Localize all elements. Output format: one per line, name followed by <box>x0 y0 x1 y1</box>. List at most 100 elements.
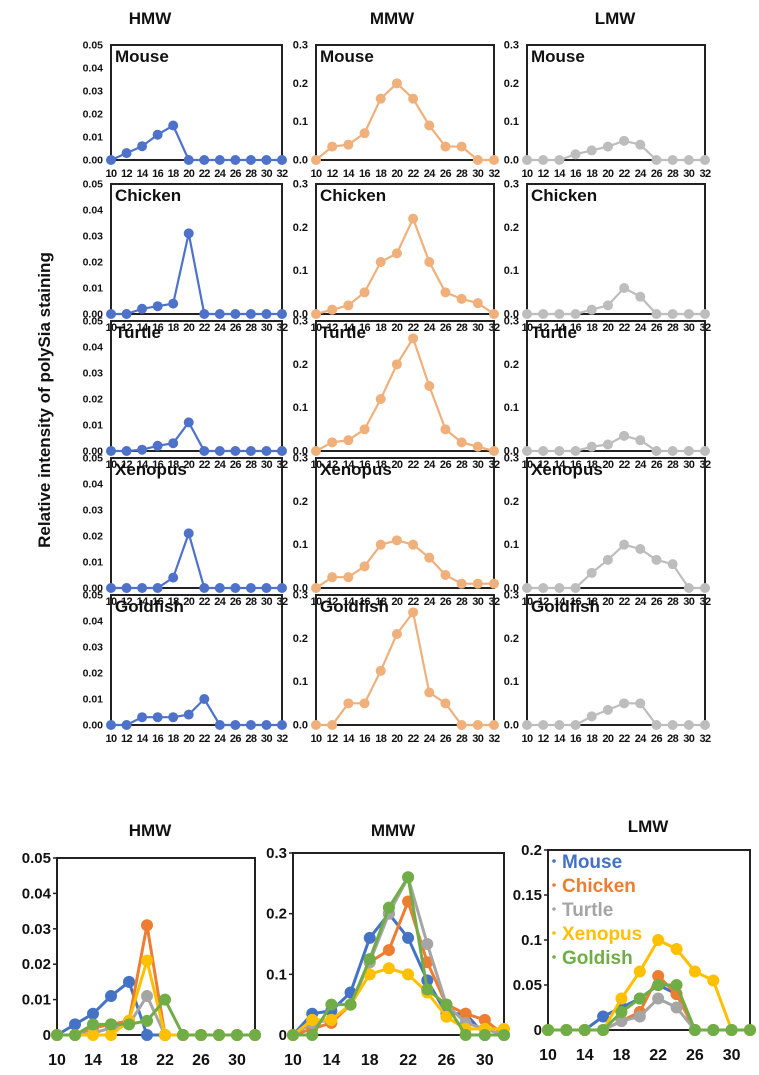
data-point <box>183 228 194 239</box>
data-point <box>633 965 646 978</box>
chart-title: LMW <box>628 817 670 836</box>
series-line <box>527 434 705 453</box>
data-point <box>183 155 194 165</box>
data-point <box>635 435 646 446</box>
data-point <box>472 441 483 452</box>
y-tick-label: 0.00 <box>83 446 104 458</box>
data-point <box>327 572 338 583</box>
data-point <box>602 554 613 565</box>
x-tick-label: 24 <box>424 168 437 180</box>
y-tick-label: 0.3 <box>293 316 308 328</box>
x-tick-label: 16 <box>152 168 164 180</box>
x-tick-label: 14 <box>137 459 150 471</box>
x-tick-label: 18 <box>168 596 180 608</box>
series-line <box>315 215 495 316</box>
data-point <box>478 1029 491 1041</box>
data-point <box>214 446 225 456</box>
y-tick-label: 0.0 <box>293 309 308 321</box>
x-tick-label: 12 <box>327 168 339 180</box>
legend-label: Chicken <box>562 876 636 897</box>
x-tick-label: 28 <box>456 459 468 471</box>
y-tick-label: 0.3 <box>266 845 287 862</box>
data-point <box>570 720 581 730</box>
data-point <box>602 141 613 152</box>
data-point <box>391 359 402 370</box>
y-tick-label: 0.0 <box>504 583 519 595</box>
data-point <box>382 901 395 914</box>
data-point <box>311 446 321 456</box>
y-tick-label: 0.05 <box>83 590 104 602</box>
data-point <box>440 998 453 1011</box>
data-point <box>538 583 549 593</box>
x-tick-label: 18 <box>168 733 180 745</box>
data-point <box>183 417 194 428</box>
x-tick-label: 20 <box>602 168 614 180</box>
data-point <box>408 607 419 618</box>
data-point <box>375 665 386 676</box>
data-point <box>261 583 272 593</box>
x-tick-label: 18 <box>586 168 598 180</box>
data-point <box>159 993 171 1006</box>
x-tick-label: 22 <box>619 596 631 608</box>
x-tick-label: 18 <box>168 459 180 471</box>
x-tick-label: 30 <box>683 322 695 334</box>
x-tick-label: 14 <box>137 168 150 180</box>
data-point <box>421 938 434 950</box>
data-point <box>667 720 678 730</box>
data-point <box>152 583 163 593</box>
data-point <box>168 298 179 309</box>
x-tick-label: 24 <box>424 322 437 334</box>
data-point <box>408 333 419 344</box>
data-point <box>343 698 354 709</box>
y-tick-label: 0.05 <box>83 179 104 191</box>
y-tick-label: 0.2 <box>293 222 308 234</box>
x-tick-label: 14 <box>554 596 567 608</box>
y-tick-label: 0 <box>43 1027 51 1044</box>
data-point <box>578 1024 591 1036</box>
series-line-chicken <box>548 974 750 1032</box>
x-tick-label: 26 <box>438 1052 456 1069</box>
data-point <box>152 301 163 312</box>
data-point <box>651 554 662 565</box>
data-point <box>651 720 662 730</box>
data-point <box>168 438 179 449</box>
legend-label: Turtle <box>562 900 613 921</box>
x-tick-label: 12 <box>121 459 133 471</box>
y-tick-label: 0.1 <box>293 402 308 414</box>
x-tick-label: 18 <box>586 596 598 608</box>
y-tick-label: 0.0 <box>504 720 519 732</box>
data-point <box>635 698 646 709</box>
data-point <box>327 437 338 448</box>
data-point <box>137 712 148 723</box>
data-point <box>560 1024 573 1036</box>
data-point <box>478 1013 491 1026</box>
data-point <box>343 435 354 446</box>
x-tick-label: 22 <box>408 322 420 334</box>
x-tick-label: 30 <box>261 322 273 334</box>
panel-label: Chicken <box>115 186 181 205</box>
plot-frame <box>110 457 283 589</box>
data-point <box>287 1029 299 1041</box>
data-point <box>343 300 354 311</box>
data-point <box>141 1014 153 1027</box>
y-tick-label: 0.01 <box>83 132 104 144</box>
data-point <box>325 998 338 1011</box>
y-tick-label: 0.3 <box>504 453 519 465</box>
x-tick-label: 14 <box>322 1052 340 1069</box>
x-tick-label: 24 <box>214 733 227 745</box>
plot-frame <box>292 852 505 1036</box>
x-tick-label: 18 <box>168 168 180 180</box>
data-point <box>615 1015 628 1027</box>
x-tick-label: 16 <box>570 596 582 608</box>
data-point <box>670 1001 683 1014</box>
series-line-turtle <box>548 997 750 1032</box>
data-point <box>667 446 678 456</box>
x-tick-label: 22 <box>619 459 631 471</box>
x-tick-label: 30 <box>261 168 273 180</box>
data-point <box>359 698 370 709</box>
data-point <box>261 309 272 319</box>
y-tick-label: 0.1 <box>504 116 519 128</box>
y-tick-label: 0.2 <box>293 359 308 371</box>
x-tick-label: 18 <box>120 1052 138 1069</box>
x-tick-label: 26 <box>651 322 663 334</box>
